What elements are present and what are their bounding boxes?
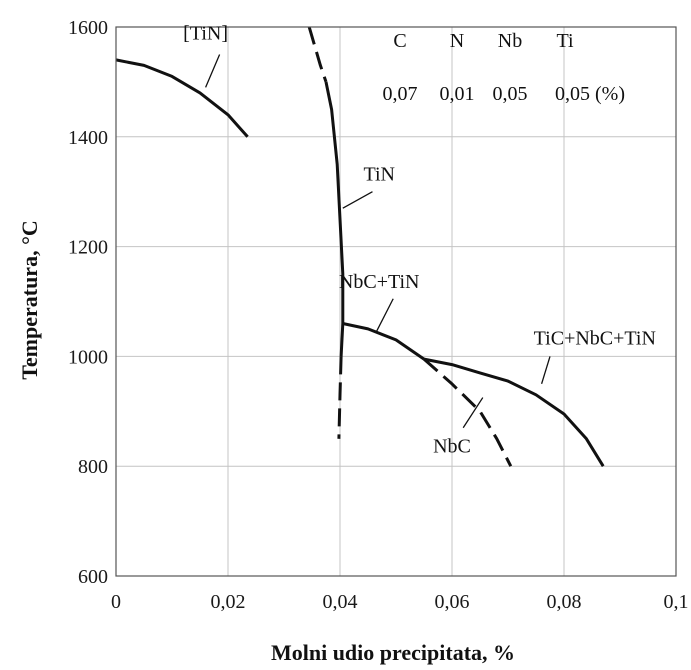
x-axis-title: Molni udio precipitata, %: [271, 640, 515, 665]
composition-value-c: 0,07: [383, 83, 418, 105]
composition-header-n: N: [450, 30, 464, 52]
composition-header-ti: Ti: [556, 30, 574, 52]
composition-table: C N Nb Ti 0,07 0,01 0,05 0,05 (%): [383, 30, 625, 105]
curve-tin-solid-dashed-upper: [307, 26, 328, 83]
annotation-nbc-tin: NbC+TiN: [339, 271, 420, 293]
y-tick-label: 1200: [68, 237, 108, 259]
plot-frame: [115, 26, 677, 577]
y-tick-label: 600: [78, 566, 108, 588]
curve-nbc-dashed: [423, 357, 513, 467]
leader-tic-nbc-tin: [540, 356, 551, 385]
y-tick-label: 1000: [68, 346, 108, 368]
x-tick-label: 0: [111, 591, 121, 613]
composition-value-nb: 0,05: [493, 83, 528, 105]
curve-tin-liquid: [115, 58, 249, 138]
annotation-tin: TiN: [363, 164, 395, 186]
x-tick-label: 0,08: [547, 591, 582, 613]
leader-tin: [342, 191, 373, 209]
composition-value-ti: 0,05 (%): [555, 83, 625, 105]
annotation-nbc: NbC: [433, 435, 471, 457]
x-tick-labels: 0 0,02 0,04 0,06 0,08 0,1: [111, 591, 689, 613]
y-tick-label: 1400: [68, 127, 108, 149]
x-tick-label: 0,06: [435, 591, 470, 613]
grid: [115, 26, 677, 577]
y-tick-labels: 600 800 1000 1200 1400 1600: [68, 17, 108, 588]
y-tick-label: 800: [78, 456, 108, 478]
curves: [115, 26, 605, 467]
leader-nbc-tin: [375, 298, 394, 332]
y-tick-label: 1600: [68, 17, 108, 39]
annotation-tic-nbc-tin: TiC+NbC+TiN: [534, 327, 656, 349]
y-axis-title: Temperatura, °C: [17, 220, 42, 380]
leader-nbc: [462, 397, 484, 429]
x-tick-label: 0,1: [664, 591, 689, 613]
annotation-leaders: [205, 54, 551, 429]
curve-tin-dashed-lower: [337, 356, 343, 439]
curve-tic-nbc-tin: [423, 357, 605, 467]
composition-header-c: C: [393, 30, 406, 52]
x-tick-label: 0,02: [211, 591, 246, 613]
x-tick-label: 0,04: [323, 591, 358, 613]
curve-nbc-tin: [342, 322, 425, 361]
composition-header-nb: Nb: [498, 30, 522, 52]
annotation-tin-bracket: [TiN]: [183, 23, 228, 45]
leader-tin-bracket: [205, 54, 221, 88]
composition-value-n: 0,01: [440, 83, 475, 105]
